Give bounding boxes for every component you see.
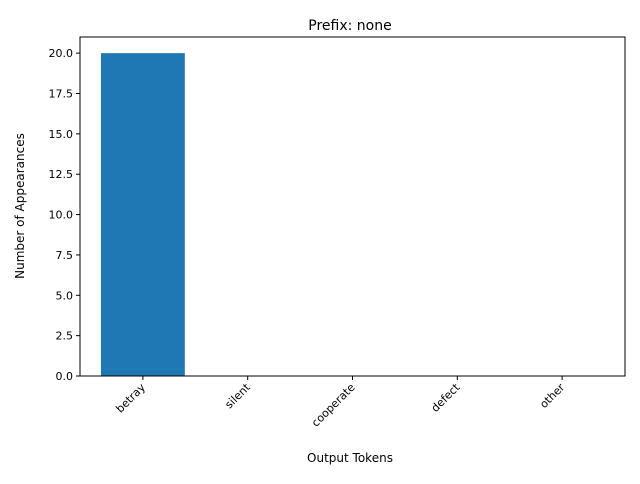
x-tick-label-silent: silent — [222, 380, 253, 411]
y-tick-label: 2.5 — [56, 330, 74, 343]
y-tick-label: 10.0 — [49, 209, 74, 222]
y-tick-label: 0.0 — [56, 370, 74, 383]
y-axis-label: Number of Appearances — [13, 133, 27, 279]
y-tick-label: 15.0 — [49, 128, 74, 141]
y-tick-label: 17.5 — [49, 88, 74, 101]
plot-frame — [79, 36, 626, 377]
y-axis: 0.0 2.5 5.0 7.5 10.0 12.5 15.0 17.5 20.0 — [49, 47, 80, 383]
y-tick-label: 5.0 — [56, 289, 74, 302]
x-tick-label-betray: betray — [113, 381, 148, 416]
x-tick-label-cooperate: cooperate — [309, 381, 358, 430]
chart-title: Prefix: none — [308, 18, 391, 34]
x-tick-label-defect: defect — [429, 380, 463, 414]
bar-betray — [100, 53, 185, 377]
bars-group — [100, 53, 185, 377]
x-axis-label: Output Tokens — [307, 451, 393, 465]
y-tick-label: 20.0 — [49, 47, 74, 60]
x-axis: betray silent cooperate defect other — [113, 376, 568, 430]
x-tick-label-other: other — [537, 381, 567, 411]
y-tick-label: 7.5 — [56, 249, 74, 262]
y-tick-label: 12.5 — [49, 168, 74, 181]
